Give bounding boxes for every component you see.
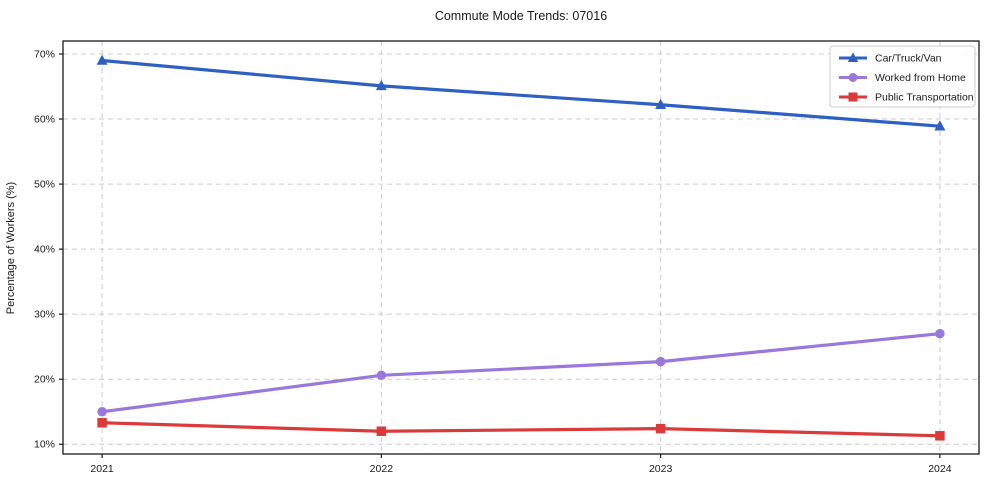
legend-item-label: Worked from Home bbox=[875, 72, 966, 84]
data-point-marker bbox=[375, 79, 387, 91]
x-tick-label: 2021 bbox=[90, 463, 114, 475]
legend-square-marker-icon bbox=[848, 92, 858, 102]
data-point-marker bbox=[655, 423, 666, 434]
y-axis-label: Percentage of Workers (%) bbox=[5, 182, 17, 314]
legend-item-label: Public Transportation bbox=[875, 92, 974, 104]
x-tick-label: 2024 bbox=[928, 463, 952, 475]
data-point-marker bbox=[97, 418, 107, 428]
y-tick-label: 60% bbox=[34, 114, 55, 126]
plot-area: 10% 20% 30% 40% 50% 60% 70% 2021 2022 2023 2024 Car… bbox=[34, 40, 980, 475]
data-point-marker bbox=[934, 120, 946, 131]
series-line bbox=[100, 421, 942, 438]
data-point-marker bbox=[655, 356, 666, 367]
y-tick-label: 40% bbox=[34, 244, 55, 256]
data-point-marker bbox=[655, 98, 667, 110]
data-point-marker bbox=[376, 426, 387, 436]
x-tick-label: 2022 bbox=[370, 463, 394, 475]
y-tick-label: 50% bbox=[34, 179, 55, 191]
y-tick-label: 20% bbox=[34, 374, 55, 386]
data-point-marker bbox=[935, 431, 945, 441]
y-tick-label: 70% bbox=[34, 49, 55, 61]
chart-title: Commute Mode Trends: 07016 bbox=[435, 9, 607, 23]
y-tick-label: 10% bbox=[34, 439, 55, 451]
legend-triangle-marker-icon bbox=[847, 52, 859, 63]
x-tick-label: 2023 bbox=[649, 463, 673, 475]
legend-circle-marker-icon bbox=[848, 73, 858, 82]
y-tick-label: 30% bbox=[34, 309, 55, 321]
series-line bbox=[100, 58, 942, 128]
legend-item-label: Car/Truck/Van bbox=[875, 53, 942, 65]
series-line bbox=[100, 332, 942, 414]
data-point-marker bbox=[96, 54, 108, 65]
legend-box bbox=[829, 45, 976, 108]
data-point-marker bbox=[935, 328, 945, 339]
axes-box bbox=[62, 40, 980, 455]
data-point-marker bbox=[97, 406, 107, 417]
data-point-marker bbox=[376, 370, 387, 381]
